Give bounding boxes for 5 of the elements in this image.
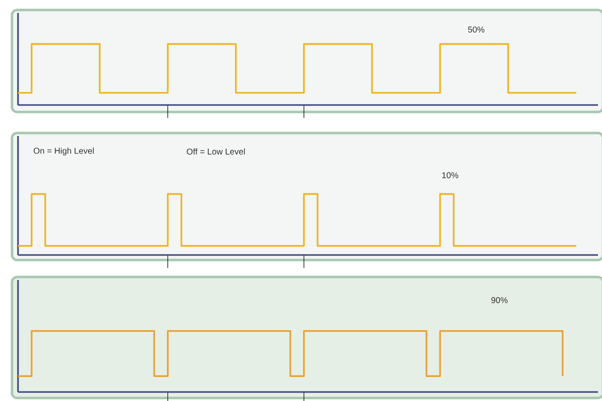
text: On = High Level xyxy=(34,148,94,156)
text: 10% xyxy=(442,172,458,178)
text: 50% xyxy=(468,26,484,33)
text: 90% xyxy=(491,297,508,304)
text: Off = Low Level xyxy=(186,148,245,155)
